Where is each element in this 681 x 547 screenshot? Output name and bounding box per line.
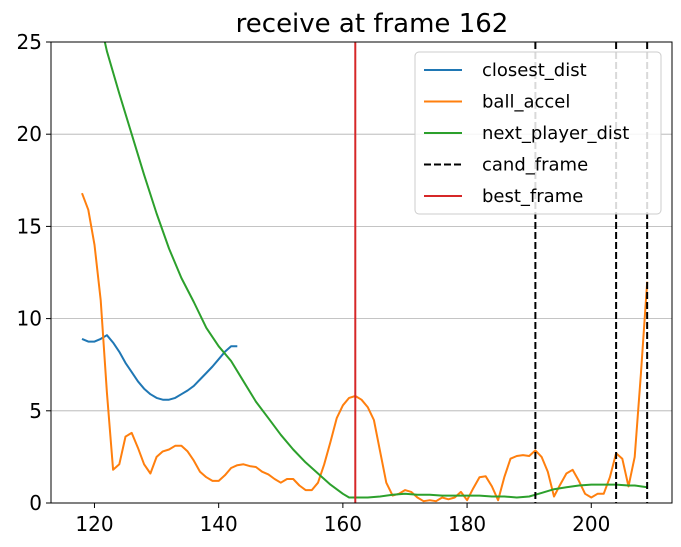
plot-frame — [50, 41, 673, 504]
y-tick-label-5: 5 — [29, 399, 42, 423]
legend-label-closest-dist: closest_dist — [482, 60, 587, 81]
x-tick-label-180: 180 — [448, 512, 486, 536]
series-line-closest-dist — [81, 334, 238, 401]
y-tick-label-0: 0 — [29, 491, 42, 515]
series-line-ball-accel — [81, 192, 649, 503]
axis-ticks: 0 5 10 15 20 25 120 140 160 180 200 — [17, 30, 611, 536]
series-line-next-player-dist — [103, 42, 648, 499]
x-tick-label-140: 140 — [200, 512, 238, 536]
x-tick-label-120: 120 — [75, 512, 113, 536]
x-tick-label-200: 200 — [572, 512, 610, 536]
legend-label-cand-frame: cand_frame — [482, 155, 588, 176]
plot-lines — [81, 42, 649, 503]
y-tick-label-10: 10 — [17, 307, 42, 331]
legend-label-ball-accel: ball_accel — [482, 92, 570, 113]
x-tick-label-160: 160 — [324, 512, 362, 536]
chart-title: receive at frame 162 — [236, 9, 509, 39]
legend: closest_dist ball_accel next_player_distca… — [414, 51, 662, 215]
legend-label-best-frame: best_frame — [482, 186, 583, 207]
legend-box — [414, 51, 662, 215]
legend-label-next-player-dist: next_player_dist — [482, 123, 629, 144]
y-tick-label-20: 20 — [17, 122, 42, 146]
y-tick-label-25: 25 — [17, 30, 42, 54]
y-tick-label-15: 15 — [17, 214, 42, 238]
